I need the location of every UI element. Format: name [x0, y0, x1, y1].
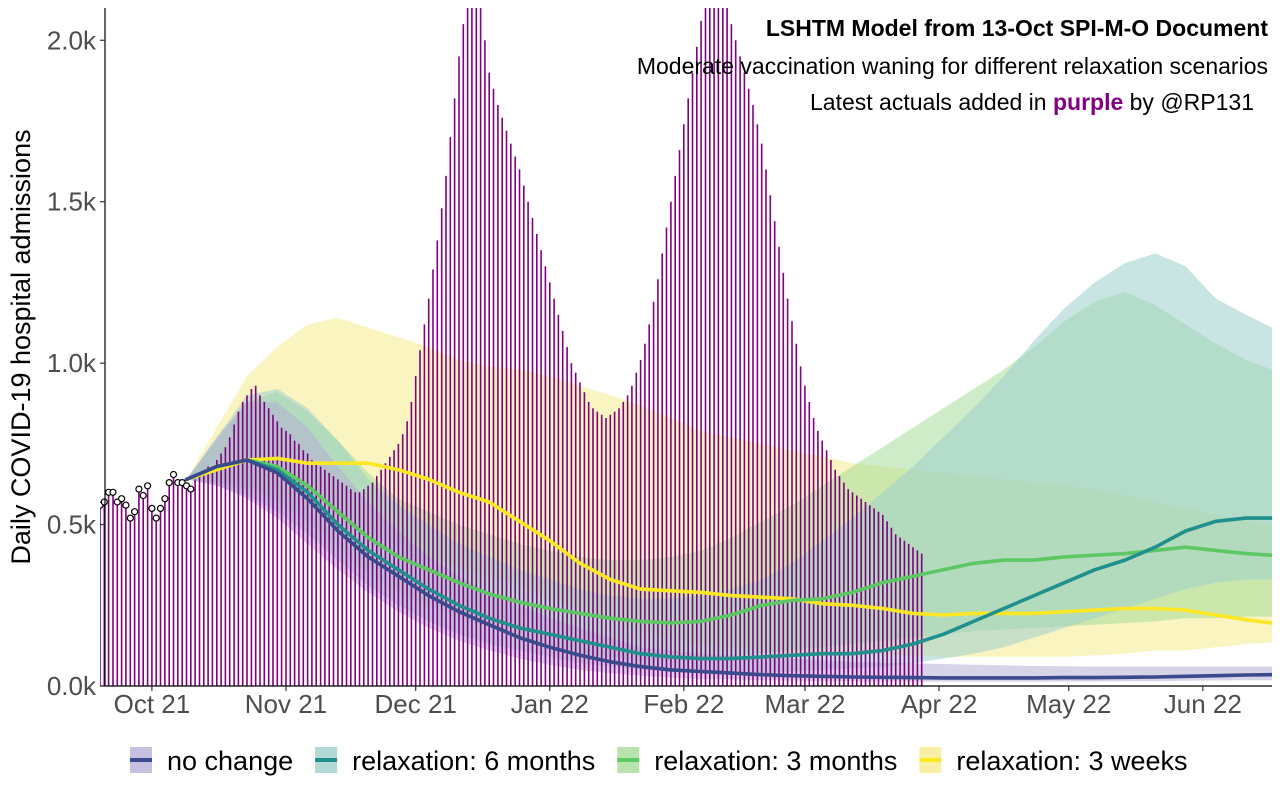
legend-item-relaxation-3-weeks: relaxation: 3 weeks [919, 746, 1188, 776]
actual-point [156, 504, 165, 512]
actual-point [144, 482, 152, 490]
actual-point [109, 488, 117, 496]
line-relaxation-3-weeks [184, 456, 1272, 625]
actuals-points [100, 470, 195, 522]
actuals-bars [100, 8, 923, 686]
y-tick-label: 2.0k [47, 25, 97, 55]
actual-point [135, 485, 143, 493]
actual-point [126, 514, 134, 522]
actual-point [122, 501, 130, 509]
y-tick-label: 1.5k [47, 187, 97, 217]
chart-title: LSHTM Model from 13-Oct SPI-M-O Document [766, 15, 1269, 41]
legend-label: relaxation: 6 months [352, 746, 595, 776]
actual-point [165, 479, 173, 487]
line-no-change [184, 458, 1272, 680]
legend-item-no-change: no change [130, 746, 293, 776]
legend-label: relaxation: 3 weeks [956, 746, 1187, 776]
y-axis-title: Daily COVID-19 hospital admissions [6, 129, 36, 564]
legend: no change relaxation: 6 months relaxation:… [130, 746, 1188, 776]
legend-item-relaxation-6-months: relaxation: 6 months [315, 746, 595, 776]
x-tick-label: Nov 21 [245, 689, 327, 719]
y-tick-label: 1.0k [47, 348, 97, 378]
line-relaxation-3-months [184, 458, 1272, 625]
note-after: by @RP131 [1123, 89, 1254, 115]
x-ticks: Oct 21 Nov 21 Dec 21 Jan 22 Feb 22 Mar 22 Apr … [114, 686, 1242, 719]
actual-point [161, 495, 169, 503]
actual-point [187, 485, 195, 493]
band-relaxation-6-months [186, 253, 1272, 674]
chart-note: Latest actuals added in purple by @RP131 [810, 89, 1254, 115]
x-tick-label: Oct 21 [114, 689, 191, 719]
actual-point [169, 470, 178, 479]
note-before: Latest actuals added in [810, 89, 1053, 115]
legend-item-relaxation-3-months: relaxation: 3 months [617, 746, 897, 776]
x-tick-label: Mar 22 [764, 689, 845, 719]
y-tick-label: 0.0k [47, 671, 97, 701]
legend-label: no change [167, 746, 293, 776]
y-tick-label: 0.5k [47, 510, 97, 540]
x-tick-label: Jan 22 [511, 689, 589, 719]
ribbon-layer [186, 253, 1272, 682]
chart-subtitle: Moderate vaccination waning for differen… [637, 53, 1268, 79]
actual-point [152, 514, 160, 522]
actual-point [131, 508, 139, 516]
line-relaxation-6-months [184, 458, 1272, 661]
actual-point [100, 498, 108, 506]
actual-point [117, 495, 126, 503]
y-ticks: 0.0k 0.5k 1.0k 1.5k 2.0k [47, 25, 105, 701]
series-lines [184, 456, 1272, 680]
x-tick-label: Feb 22 [643, 689, 724, 719]
x-tick-label: Apr 22 [901, 689, 978, 719]
legend-label: relaxation: 3 months [654, 746, 897, 776]
x-tick-label: Dec 21 [375, 689, 457, 719]
x-tick-label: May 22 [1026, 689, 1111, 719]
axes [100, 8, 1272, 687]
note-highlight: purple [1053, 89, 1123, 115]
actual-point [139, 491, 147, 500]
title-block: LSHTM Model from 13-Oct SPI-M-O Document… [637, 15, 1268, 115]
actual-point [148, 504, 156, 512]
x-tick-label: Jun 22 [1164, 689, 1242, 719]
